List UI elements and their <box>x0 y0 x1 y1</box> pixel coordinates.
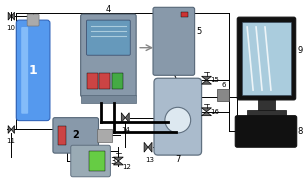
FancyBboxPatch shape <box>153 7 195 75</box>
Bar <box>247 110 286 116</box>
Bar <box>96 129 112 142</box>
FancyBboxPatch shape <box>237 17 296 100</box>
Polygon shape <box>125 113 129 123</box>
FancyBboxPatch shape <box>87 20 130 55</box>
Polygon shape <box>148 142 152 152</box>
Polygon shape <box>11 12 14 20</box>
Polygon shape <box>201 112 212 116</box>
Text: 4: 4 <box>106 5 111 14</box>
Polygon shape <box>11 125 14 133</box>
Text: 6: 6 <box>221 82 226 88</box>
Bar <box>217 89 229 101</box>
Polygon shape <box>113 161 123 165</box>
FancyBboxPatch shape <box>71 145 110 177</box>
Bar <box>181 12 188 17</box>
Text: 13: 13 <box>146 157 155 163</box>
FancyBboxPatch shape <box>16 20 50 121</box>
Polygon shape <box>8 125 11 133</box>
FancyBboxPatch shape <box>235 116 297 147</box>
Text: 16: 16 <box>210 109 219 115</box>
Polygon shape <box>8 12 11 20</box>
Bar <box>87 73 98 89</box>
Polygon shape <box>201 108 212 112</box>
Bar <box>81 95 136 103</box>
Text: 5: 5 <box>196 27 201 36</box>
Text: 7: 7 <box>175 155 180 163</box>
Text: 2: 2 <box>72 130 79 140</box>
FancyBboxPatch shape <box>81 14 136 97</box>
FancyBboxPatch shape <box>242 22 291 95</box>
Polygon shape <box>113 157 123 161</box>
Polygon shape <box>201 80 212 84</box>
Polygon shape <box>121 113 125 123</box>
Bar <box>112 73 123 89</box>
Bar <box>89 151 105 171</box>
Text: 10: 10 <box>6 25 15 31</box>
Polygon shape <box>201 76 212 80</box>
Text: 15: 15 <box>210 77 219 83</box>
Text: 14: 14 <box>121 127 130 133</box>
Text: 8: 8 <box>297 127 302 136</box>
Bar <box>58 125 66 145</box>
Text: 1: 1 <box>29 64 38 77</box>
FancyBboxPatch shape <box>154 78 201 155</box>
FancyBboxPatch shape <box>27 14 39 26</box>
Polygon shape <box>144 142 148 152</box>
Text: 11: 11 <box>6 138 15 144</box>
Text: 3: 3 <box>111 156 116 166</box>
Bar <box>258 98 275 112</box>
Bar <box>99 73 110 89</box>
Text: 9: 9 <box>297 46 302 55</box>
FancyBboxPatch shape <box>21 27 28 114</box>
Text: 12: 12 <box>122 164 131 170</box>
Circle shape <box>165 107 191 133</box>
FancyBboxPatch shape <box>53 118 99 153</box>
